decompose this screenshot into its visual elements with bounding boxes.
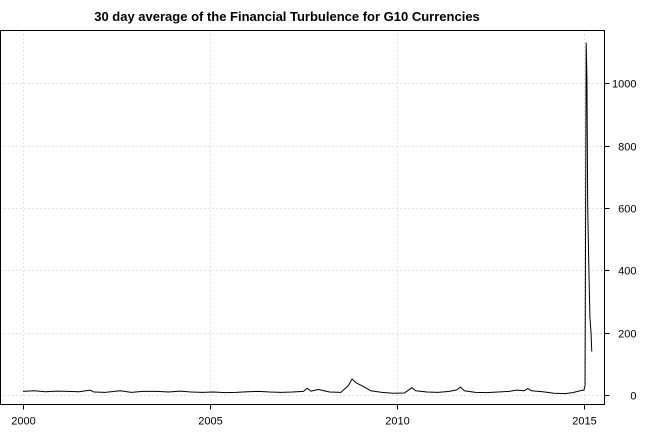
y-axis: 0 200 400 600 800 1000 xyxy=(604,79,637,403)
x-tick-label: 2015 xyxy=(572,416,596,428)
y-tick-label: 200 xyxy=(618,329,636,341)
x-tick-label: 2000 xyxy=(11,416,35,428)
x-axis: 2000 2005 2010 2015 xyxy=(11,404,597,428)
y-tick-label: 0 xyxy=(630,391,636,403)
series-layer xyxy=(22,42,593,395)
plot-frame xyxy=(0,30,605,405)
y-tick-label: 600 xyxy=(618,204,636,216)
y-tick-label: 800 xyxy=(618,142,636,154)
grid xyxy=(0,30,605,405)
series-line xyxy=(22,42,593,395)
x-tick-label: 2010 xyxy=(385,416,409,428)
x-tick-label: 2005 xyxy=(198,416,222,428)
y-tick-label: 400 xyxy=(618,266,636,278)
y-tick-label: 1000 xyxy=(612,79,636,91)
chart-title: 30 day average of the Financial Turbulen… xyxy=(94,9,480,24)
